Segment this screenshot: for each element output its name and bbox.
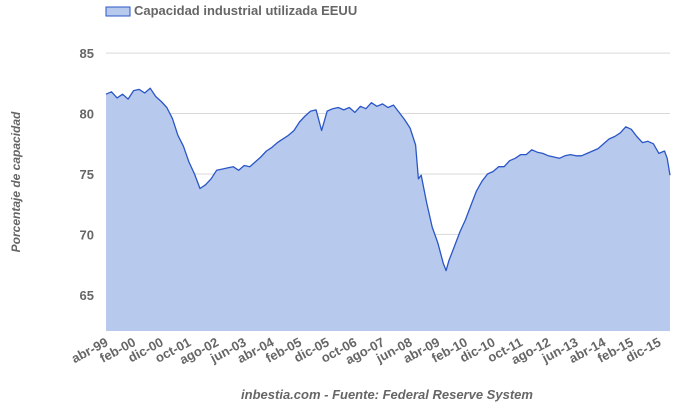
y-tick-label: 75 — [80, 167, 94, 182]
legend[interactable]: Capacidad industrial utilizada EEUU — [105, 3, 357, 18]
y-tick-label: 70 — [80, 227, 94, 242]
series-area-fill — [106, 88, 670, 331]
y-tick-label: 85 — [80, 46, 94, 61]
y-axis-title: Porcentaje de capacidad — [9, 111, 23, 252]
y-axis-ticks: 65 70 75 80 85 — [80, 46, 94, 303]
source-note: inbestia.com - Fuente: Federal Reserve S… — [241, 387, 533, 402]
x-axis-ticks: abr-99feb-00dic-00oct-01ago-02jun-03abr-… — [69, 334, 663, 367]
legend-label: Capacidad industrial utilizada EEUU — [134, 3, 357, 18]
y-tick-label: 65 — [80, 288, 94, 303]
legend-swatch — [105, 6, 131, 17]
series-line — [105, 87, 671, 272]
y-tick-label: 80 — [80, 107, 94, 122]
